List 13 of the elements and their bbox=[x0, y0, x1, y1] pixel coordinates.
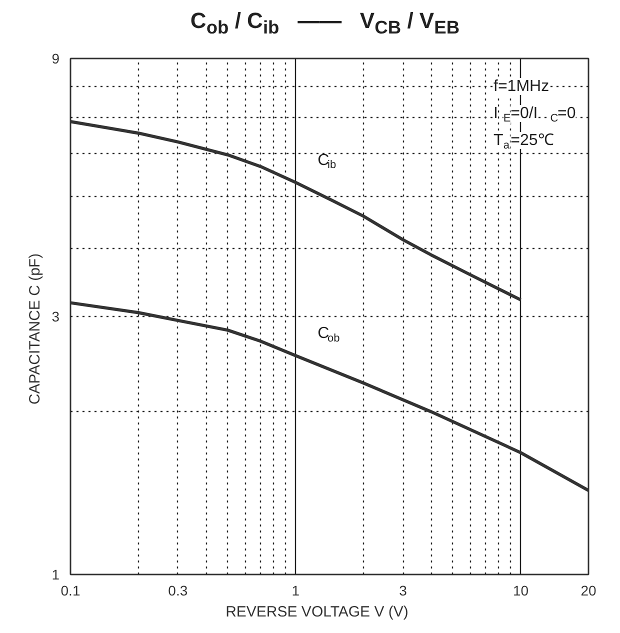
x-tick-label: 10 bbox=[512, 582, 529, 598]
x-axis-title: REVERSE VOLTAGE V (V) bbox=[226, 604, 408, 620]
x-tick-label: 3 bbox=[399, 582, 408, 598]
y-tick-label: 9 bbox=[52, 50, 60, 66]
y-tick-label: 3 bbox=[52, 308, 60, 324]
x-tick-label: 20 bbox=[580, 582, 596, 598]
chart-title: C$_{ob}$ / C$_{ib}$ —— V$_{CB}$ / V$_{EB}$ bbox=[189, 7, 461, 40]
x-tick-label: 0.3 bbox=[168, 582, 188, 598]
x-tick-label: 1 bbox=[292, 582, 300, 598]
y-axis-title: CAPACITANCE C (pF) bbox=[26, 253, 44, 405]
x-tick-label: 0.1 bbox=[60, 582, 80, 598]
y-tick-label: 1 bbox=[52, 566, 60, 582]
annotation: f=1MHz bbox=[494, 78, 550, 95]
